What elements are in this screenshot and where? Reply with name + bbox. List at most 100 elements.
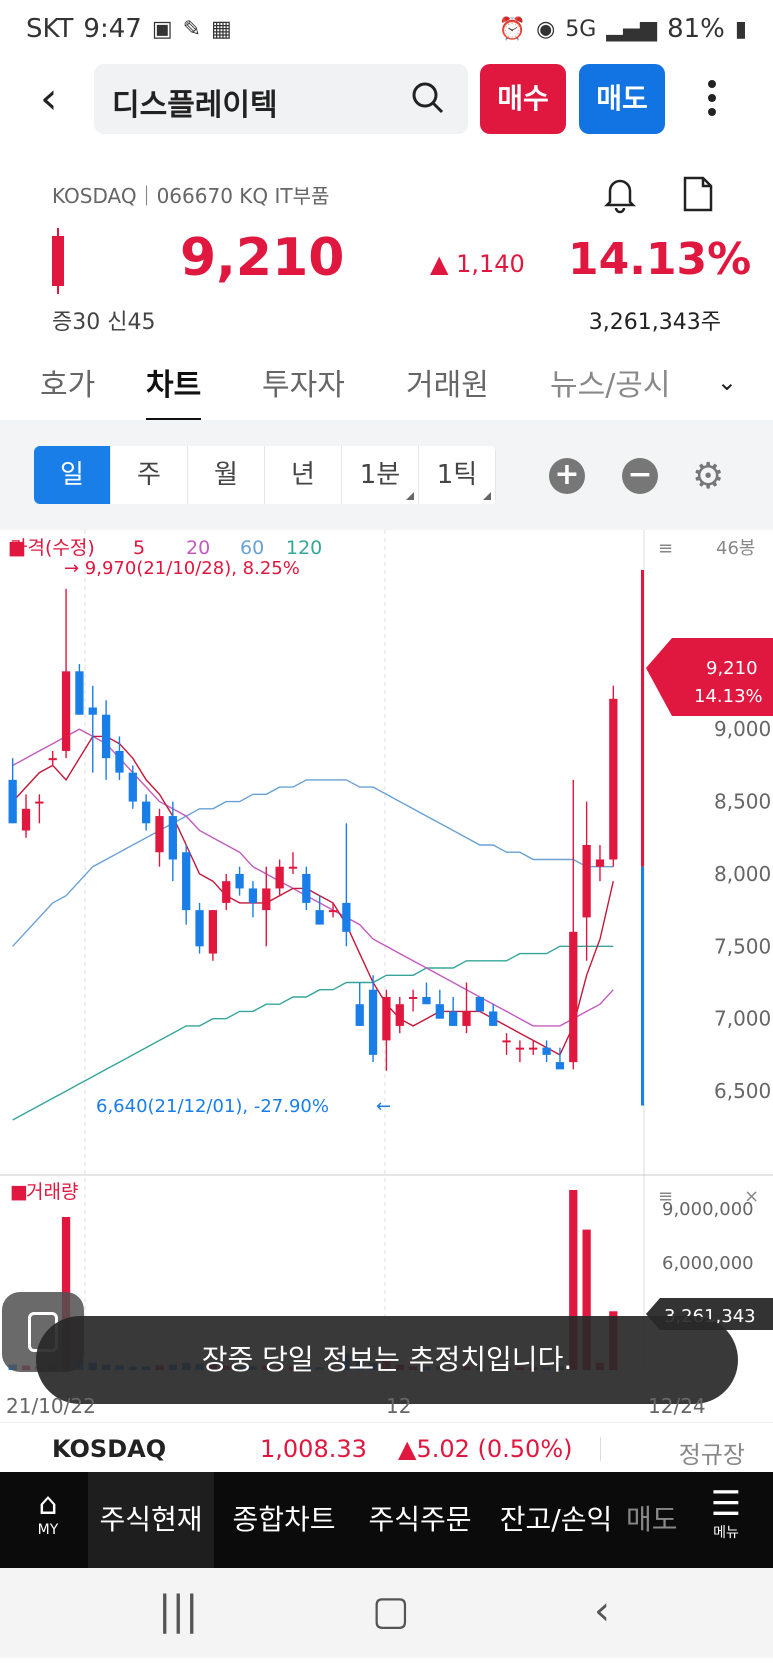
y-tick-label: 7,500 [714, 934, 771, 958]
candle-body [115, 750, 124, 773]
x-label-start: 21/10/22 [6, 1394, 96, 1418]
period-week[interactable]: 주 [111, 446, 188, 504]
candle [555, 1047, 565, 1070]
trade-volume: 3,261,343주 [588, 310, 721, 335]
home-button[interactable]: ⌂ MY [22, 1488, 74, 1539]
candle-body [368, 989, 378, 1055]
candle-body [595, 859, 605, 867]
candle [48, 750, 57, 766]
volume-label: 거래량 [26, 1181, 78, 1203]
divider [600, 1437, 601, 1461]
app-icon: ✎ [182, 16, 202, 42]
nav-stock-price[interactable]: 주식현재가 [88, 1472, 214, 1632]
candle-body [328, 910, 338, 913]
high-annotation: → 9,970(21/10/28), 8.25% [64, 558, 300, 579]
candle [595, 845, 605, 882]
gear-icon[interactable]: ⚙ [692, 456, 725, 497]
candle-body [248, 888, 258, 903]
menu-button[interactable]: ☰ 메뉴 [700, 1486, 752, 1542]
candle-body [288, 866, 298, 869]
legend-ma60: 60 [240, 537, 264, 559]
period-day[interactable]: 일 [34, 446, 111, 504]
candle [168, 801, 177, 882]
candle-body [408, 996, 418, 999]
candle [21, 794, 31, 838]
candle [529, 1040, 538, 1055]
index-bar[interactable]: KOSDAQ 1,008.33 ▲5.02 (0.50%) 정규장 [0, 1422, 773, 1472]
mini-candle-icon [52, 228, 64, 294]
candle-body [435, 1004, 444, 1019]
candle-body [502, 1040, 511, 1043]
app-icon-2: ▦ [211, 16, 232, 42]
toast-message: 장중 당일 정보는 추정치입니다. [36, 1316, 738, 1404]
top-bar: ‹ 디스플레이텍 매수 매도 [0, 64, 773, 136]
candle [8, 758, 17, 824]
period-minute[interactable]: 1분 [342, 446, 419, 504]
buy-button[interactable]: 매수 [480, 64, 566, 134]
candle-body [395, 1004, 404, 1026]
nav-balance[interactable]: 잔고/손익 [499, 1503, 613, 1536]
nav-sell[interactable]: 매도 [626, 1503, 678, 1536]
candle [395, 996, 404, 1034]
period-month[interactable]: 월 [188, 446, 265, 504]
volume-tick-label: 6,000,000 [662, 1253, 754, 1274]
candle [235, 866, 244, 896]
tab-investor[interactable]: 투자자 [262, 368, 345, 403]
candle-body [262, 888, 271, 911]
price-tag-pct: 14.13% [694, 686, 763, 707]
candle-body [35, 801, 44, 804]
period-tick[interactable]: 1틱 [419, 446, 496, 504]
stock-tabs: 호가 차트 투자자 거래원 뉴스/공시 ⌄ [0, 360, 773, 422]
tab-news[interactable]: 뉴스/공시 [550, 368, 671, 403]
zoom-out-icon[interactable]: − [622, 458, 658, 494]
legend-square-icon: ■ [8, 537, 26, 559]
zoom-in-icon[interactable]: + [549, 458, 585, 494]
menu-lines-icon[interactable]: ≡ [658, 538, 673, 559]
tab-orderbook[interactable]: 호가 [40, 368, 96, 403]
nav-order[interactable]: 주식주문 [368, 1503, 472, 1536]
document-icon[interactable] [677, 174, 717, 214]
chevron-down-icon[interactable]: ⌄ [716, 368, 737, 396]
back-system-icon[interactable]: ‹ [594, 1588, 610, 1634]
candle-body [101, 714, 111, 759]
tab-broker[interactable]: 거래원 [406, 368, 489, 403]
period-year[interactable]: 년 [265, 446, 342, 504]
search-icon[interactable] [408, 78, 448, 118]
candle-body [555, 1062, 565, 1070]
candle [382, 989, 391, 1071]
hotspot-icon: ◉ [536, 16, 556, 42]
clock: 9:47 [83, 14, 142, 44]
candle [128, 765, 137, 809]
candle-body [462, 1011, 471, 1026]
sell-button[interactable]: 매도 [579, 64, 665, 134]
home-label: MY [37, 1522, 59, 1538]
volume-menu-icon[interactable]: ≡ [658, 1186, 673, 1207]
nav-chart[interactable]: 종합차트 [232, 1503, 336, 1536]
more-icon[interactable] [700, 76, 724, 124]
home-system-icon[interactable]: ▢ [372, 1588, 410, 1634]
tab-chart[interactable]: 차트 [146, 360, 202, 422]
back-icon[interactable]: ‹ [40, 73, 58, 124]
candle-body [449, 1011, 458, 1026]
x-label-mid: 12 [386, 1394, 412, 1418]
battery-level: 81% [667, 14, 725, 44]
volume-close-icon[interactable]: × [744, 1186, 759, 1207]
candle [88, 685, 97, 773]
search-field[interactable]: 디스플레이텍 [94, 64, 468, 134]
bell-icon[interactable] [600, 174, 640, 214]
y-tick-label: 9,000 [714, 717, 771, 741]
recents-icon[interactable]: ||| [158, 1588, 199, 1634]
candle-body [355, 1004, 364, 1026]
candle [262, 866, 271, 947]
system-nav-bar: ||| ▢ ‹ [0, 1568, 773, 1658]
search-query: 디스플레이텍 [112, 88, 278, 123]
bottom-nav: ⌂ MY 주식현재가 종합차트 주식주문 잔고/손익 매도 ☰ 메뉴 [0, 1472, 773, 1632]
candle [502, 1033, 511, 1055]
candle-body [315, 910, 324, 925]
volume-bar [582, 1229, 591, 1370]
candle-body [8, 779, 17, 824]
x-label-end: 12/24 [648, 1394, 706, 1418]
candle-body [382, 996, 391, 1041]
